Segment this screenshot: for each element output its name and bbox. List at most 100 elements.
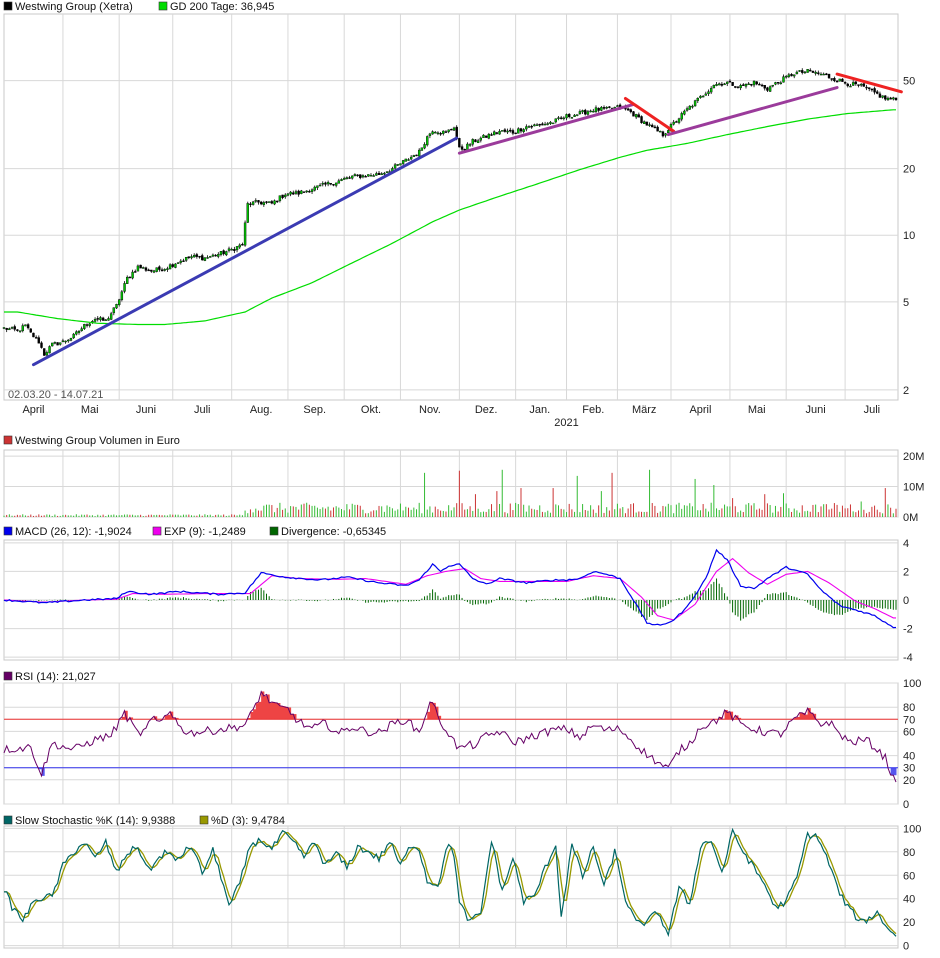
price-candle-body	[83, 323, 86, 329]
price-candle-body	[353, 174, 357, 176]
price-candle-body	[407, 159, 410, 161]
price-candle-body	[356, 174, 359, 177]
rsi-overbought-fill	[279, 705, 284, 720]
price-candle-body	[72, 333, 75, 339]
price-candle-body	[396, 164, 399, 166]
rsi-overbought-fill	[121, 716, 126, 720]
price-candle-body	[798, 70, 801, 72]
rsi-overbought-fill	[804, 714, 809, 720]
price-candle-body	[584, 109, 587, 115]
price-candle-body	[5, 327, 8, 330]
price-candle-body	[332, 184, 335, 186]
price-candle-body	[412, 155, 416, 157]
price-candle-body	[578, 111, 582, 114]
price-frame	[3, 13, 899, 401]
price-candle-body	[345, 177, 349, 180]
price-candle-body	[300, 190, 303, 194]
price-candle-body	[640, 116, 643, 124]
price-candle-body	[862, 83, 866, 87]
price-candle-body	[447, 129, 450, 132]
price-candle-body	[179, 260, 182, 263]
price-candle-body	[602, 107, 606, 109]
price-candle-body	[814, 71, 817, 74]
price-candle-body	[326, 182, 330, 185]
price-candle-body	[501, 130, 504, 132]
price-candle-body	[289, 191, 292, 195]
price-candle-body	[490, 134, 493, 136]
price-candle-body	[661, 131, 665, 137]
price-candle-body	[64, 340, 67, 343]
rsi-overbought-fill	[263, 695, 268, 720]
price-candle-body	[825, 73, 828, 76]
price-candle-body	[707, 91, 710, 94]
price-candle-body	[876, 91, 879, 94]
macd-legend-label-0: MACD (26, 12): -1,9024	[15, 526, 132, 538]
price-ytick-label-1: 5	[903, 297, 909, 309]
sma200-line	[4, 109, 896, 326]
price-candle-body	[466, 143, 469, 151]
price-candle-body	[168, 264, 172, 270]
price-candle-body	[535, 124, 539, 126]
price-candle-body	[487, 133, 491, 139]
rsi-ytick-label-0: 100	[903, 678, 921, 690]
price-candle-body	[873, 88, 876, 93]
rsi-overbought-fill	[274, 702, 278, 720]
rsi-ytick-label-4: 40	[903, 751, 915, 763]
price-candle-body	[61, 340, 65, 343]
price-candle-body	[423, 144, 426, 149]
volume-panel: Westwing Group Volumen in Euro 0M 10M 20M	[3, 435, 924, 524]
price-candle-body	[886, 97, 890, 101]
price-candle-body	[763, 85, 766, 89]
stochastic-panel: Slow Stochastic %K (14): 9,9388 %D (3): 9…	[3, 815, 921, 953]
price-candle-body	[29, 328, 32, 333]
price-candle-body	[56, 342, 59, 346]
price-candle-body	[284, 194, 287, 198]
rsi-overbought-fill	[124, 710, 128, 720]
price-candle-body	[286, 193, 290, 196]
price-candle-body	[404, 158, 408, 162]
price-candle-body	[18, 330, 22, 332]
price-candle-body	[34, 337, 38, 339]
price-candle-body	[32, 332, 35, 338]
price-candle-body	[533, 124, 536, 127]
price-candle-body	[238, 244, 241, 248]
month-label-11: März	[632, 404, 656, 416]
price-candle-body	[80, 328, 83, 332]
price-candle-body	[117, 299, 121, 306]
stoch-legend-swatch-1	[199, 815, 209, 825]
price-candle-body	[672, 121, 675, 125]
price-candle-body	[643, 121, 646, 124]
price-candle-body	[292, 192, 295, 195]
price-candle-body	[739, 85, 742, 89]
rsi-overbought-fill	[427, 711, 431, 720]
price-candle-body	[594, 107, 598, 112]
price-candle-body	[225, 251, 228, 256]
volume-legend-label-0: Westwing Group Volumen in Euro	[15, 435, 180, 447]
price-candle-body	[144, 267, 148, 271]
price-candle-body	[704, 93, 708, 96]
rsi-legend-label-0: RSI (14): 21,027	[15, 671, 96, 683]
price-candle-body	[21, 325, 24, 332]
price-candle-body	[506, 130, 509, 133]
price-candle-body	[2, 327, 6, 329]
price-candle-body	[629, 109, 633, 113]
price-candle-body	[324, 182, 327, 185]
price-candle-body	[795, 71, 799, 75]
price-candle-body	[637, 114, 641, 118]
price-candle-body	[182, 260, 185, 262]
price-candle-body	[736, 86, 740, 88]
price-candle-body	[693, 100, 697, 107]
price-candle-body	[744, 84, 748, 87]
volume-ytick-label-1: 10M	[903, 482, 924, 494]
rsi-overbought-fill	[293, 714, 297, 720]
rsi-ytick-label-5: 30	[903, 763, 915, 775]
month-label-6: Okt.	[361, 404, 381, 416]
price-candle-body	[634, 114, 638, 118]
price-candle-body	[265, 201, 268, 203]
price-candle-body	[203, 257, 207, 261]
rsi-overbought-fill	[794, 717, 798, 720]
price-candle-body	[503, 129, 507, 132]
price-candle-body	[771, 84, 774, 87]
rsi-overbought-fill	[172, 717, 176, 720]
